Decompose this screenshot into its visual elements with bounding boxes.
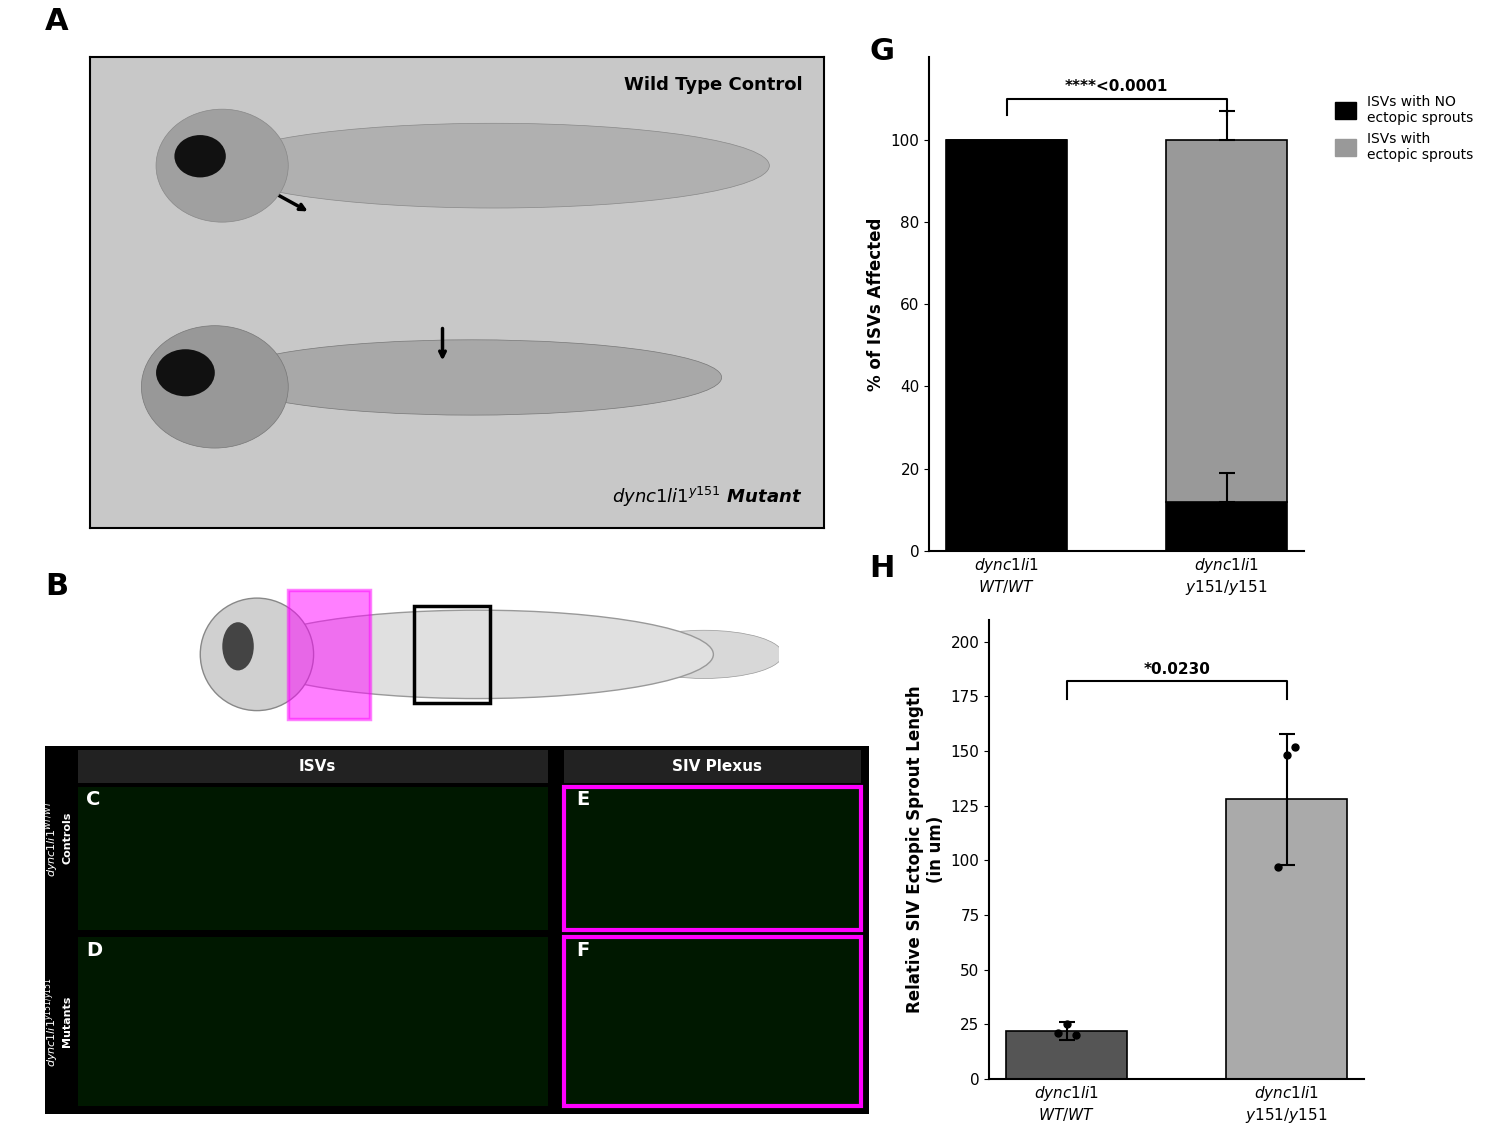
Point xyxy=(1274,746,1298,765)
Ellipse shape xyxy=(201,598,313,711)
Bar xyxy=(1006,1031,1127,1079)
Text: C: C xyxy=(85,790,100,809)
Text: A: A xyxy=(45,7,69,36)
Text: Wild Type Control: Wild Type Control xyxy=(624,76,802,94)
Bar xyxy=(1166,140,1288,502)
Bar xyxy=(564,750,860,783)
Text: ****<0.0001: ****<0.0001 xyxy=(1066,79,1168,94)
Ellipse shape xyxy=(174,135,226,178)
Bar xyxy=(414,606,490,703)
Text: H: H xyxy=(869,553,895,583)
Bar xyxy=(564,937,860,1107)
Bar xyxy=(564,786,860,930)
Ellipse shape xyxy=(222,340,721,416)
Ellipse shape xyxy=(141,326,288,448)
Point xyxy=(1046,1024,1070,1042)
Point xyxy=(1055,1015,1079,1033)
Bar xyxy=(1226,799,1348,1079)
Point xyxy=(1064,1026,1088,1045)
Text: D: D xyxy=(85,941,102,960)
Text: $dync1li1^{y151/y151}$
Mutants: $dync1li1^{y151/y151}$ Mutants xyxy=(42,977,72,1066)
Text: ISVs: ISVs xyxy=(298,759,336,774)
Bar xyxy=(78,937,549,1107)
Ellipse shape xyxy=(241,611,714,698)
Ellipse shape xyxy=(625,630,782,678)
Y-axis label: Relative SIV Ectopic Sprout Length
(in um): Relative SIV Ectopic Sprout Length (in u… xyxy=(907,685,946,1014)
Text: F: F xyxy=(577,941,591,960)
Text: $dync1li1^{y151}$ Mutant: $dync1li1^{y151}$ Mutant xyxy=(612,486,802,510)
Y-axis label: % of ISVs Affected: % of ISVs Affected xyxy=(868,217,886,391)
Ellipse shape xyxy=(219,123,769,208)
Text: *0.0230: *0.0230 xyxy=(1144,661,1210,677)
Ellipse shape xyxy=(222,622,253,670)
Text: G: G xyxy=(869,37,895,67)
Point xyxy=(1265,858,1289,876)
Bar xyxy=(946,140,1067,551)
Text: B: B xyxy=(45,572,67,600)
Text: $dync1li1^{WT/WT}$
Controls: $dync1li1^{WT/WT}$ Controls xyxy=(42,799,72,877)
Legend: ISVs with NO
ectopic sprouts, ISVs with
ectopic sprouts: ISVs with NO ectopic sprouts, ISVs with … xyxy=(1330,90,1480,168)
Point xyxy=(1283,737,1307,755)
Text: E: E xyxy=(577,790,591,809)
Ellipse shape xyxy=(156,349,214,396)
Bar xyxy=(78,750,549,783)
Ellipse shape xyxy=(156,109,288,223)
Bar xyxy=(288,590,370,719)
Text: SIV Plexus: SIV Plexus xyxy=(672,759,761,774)
Bar xyxy=(78,786,549,930)
Bar xyxy=(1166,502,1288,551)
